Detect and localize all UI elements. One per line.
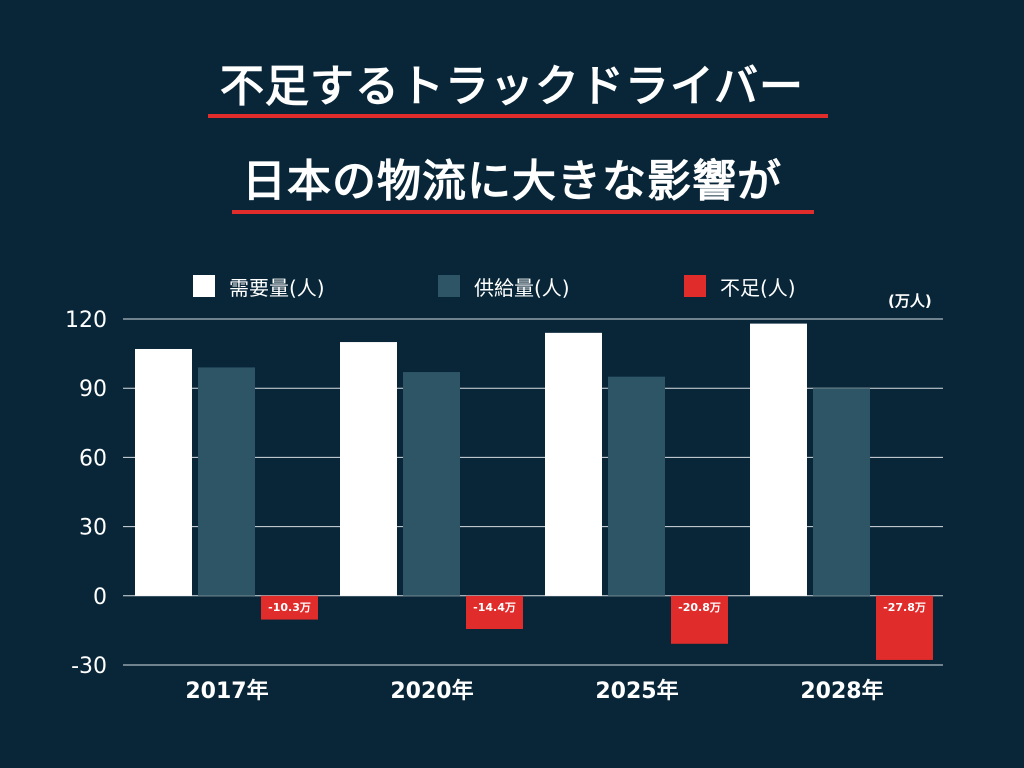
bar-supply (198, 367, 255, 596)
data-label: -14.4万 (473, 601, 516, 614)
headline-line1: 不足するトラックドライバー (219, 61, 805, 112)
y-tick-label: -30 (71, 654, 107, 679)
bar-supply (813, 388, 870, 596)
data-label: -20.8万 (678, 601, 721, 614)
y-tick-label: 0 (93, 585, 107, 610)
x-category-label: 2028年 (800, 678, 883, 704)
legend-swatch-demand (193, 275, 215, 297)
legend-item-shortage: 不足(人) (684, 274, 796, 300)
legend-swatch-supply (438, 275, 460, 297)
headline-line2: 日本の物流に大きな影響が (242, 156, 782, 207)
data-label: -10.3万 (268, 601, 311, 614)
bar-shortage (466, 595, 523, 630)
legend-item-demand: 需要量(人) (193, 274, 325, 300)
y-tick-label: 30 (79, 516, 107, 541)
bar-demand (340, 342, 397, 596)
y-tick-label: 90 (79, 377, 107, 402)
headline-underline-2 (232, 210, 814, 214)
bar-demand (135, 348, 192, 596)
bar-shortage (876, 595, 933, 660)
unit-label: (万人) (888, 292, 932, 310)
bar-supply (403, 372, 460, 596)
legend-label-demand: 需要量(人) (229, 275, 325, 300)
x-category-label: 2025年 (595, 678, 678, 704)
legend-item-supply: 供給量(人) (438, 274, 570, 300)
legend-label-shortage: 不足(人) (720, 275, 796, 300)
headline-underline-1 (208, 114, 828, 118)
bar-demand (750, 323, 807, 596)
y-tick-label: 60 (79, 446, 107, 471)
bar-shortage (261, 595, 318, 620)
bar-supply (608, 376, 665, 596)
bar-demand (545, 332, 602, 596)
x-category-label: 2017年 (185, 678, 268, 704)
legend-swatch-shortage (684, 275, 706, 297)
x-category-label: 2020年 (390, 678, 473, 704)
data-label: -27.8万 (883, 601, 926, 614)
legend-label-supply: 供給量(人) (474, 275, 570, 300)
y-tick-label: 120 (65, 308, 107, 333)
bar-shortage (671, 595, 728, 644)
